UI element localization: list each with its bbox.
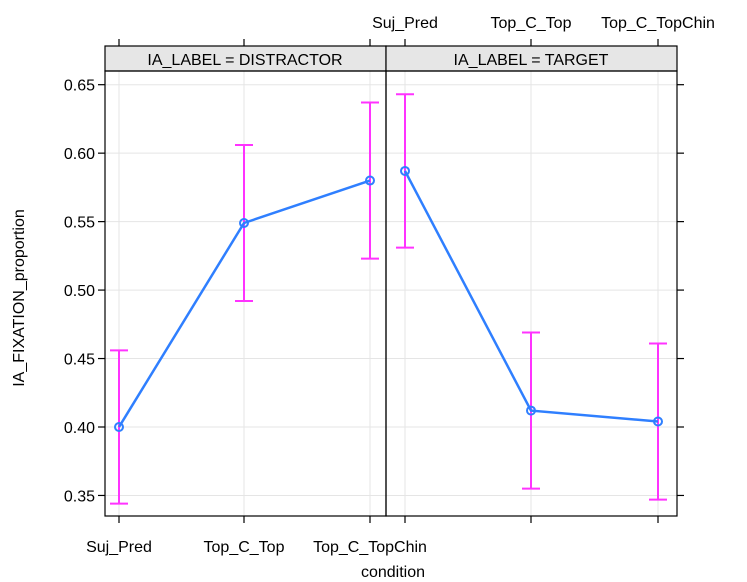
x-tick-label-top: Top_C_TopChin xyxy=(601,15,715,32)
panel-frames xyxy=(104,70,678,517)
data-point xyxy=(114,422,124,432)
x-tick-label-top: Suj_Pred xyxy=(372,15,438,32)
y-tick-label: 0.35 xyxy=(64,488,95,505)
x-tick-label-bottom: Suj_Pred xyxy=(86,539,152,556)
y-tick-label: 0.60 xyxy=(64,146,95,163)
data-point xyxy=(526,405,536,416)
y-tick-label: 0.45 xyxy=(64,352,95,369)
x-tick-label-top: Top_C_Top xyxy=(491,15,572,32)
y-tick-label: 0.50 xyxy=(64,283,95,300)
series-line xyxy=(403,170,659,423)
data-point xyxy=(400,165,410,176)
series-line xyxy=(117,179,371,428)
x-tick-label-bottom: Top_C_TopChin xyxy=(313,539,427,556)
grid-lines xyxy=(105,71,677,516)
data-point xyxy=(653,416,663,427)
x-tick-label-bottom: Top_C_Top xyxy=(204,539,285,556)
strip-label-distractor: IA_LABEL = DISTRACTOR xyxy=(147,52,342,69)
data-series xyxy=(110,93,667,505)
y-axis-label: IA_FIXATION_proportion xyxy=(11,209,28,387)
x-axis-label: condition xyxy=(361,564,425,581)
strip-label-target: IA_LABEL = TARGET xyxy=(454,52,609,69)
data-point xyxy=(239,217,249,228)
panel-frame-distractor xyxy=(104,70,387,517)
y-tick-label: 0.65 xyxy=(64,78,95,95)
y-tick-label: 0.40 xyxy=(64,420,95,437)
y-tick-label: 0.55 xyxy=(64,215,95,232)
axis-ticks: 0.35 0.40 0.45 0.50 0.55 0.60 0.65 Suj_Pred Top_… xyxy=(64,15,715,556)
panel-strips: IA_LABEL = DISTRACTOR IA_LABEL = TARGET xyxy=(104,45,678,72)
data-point xyxy=(365,175,375,186)
